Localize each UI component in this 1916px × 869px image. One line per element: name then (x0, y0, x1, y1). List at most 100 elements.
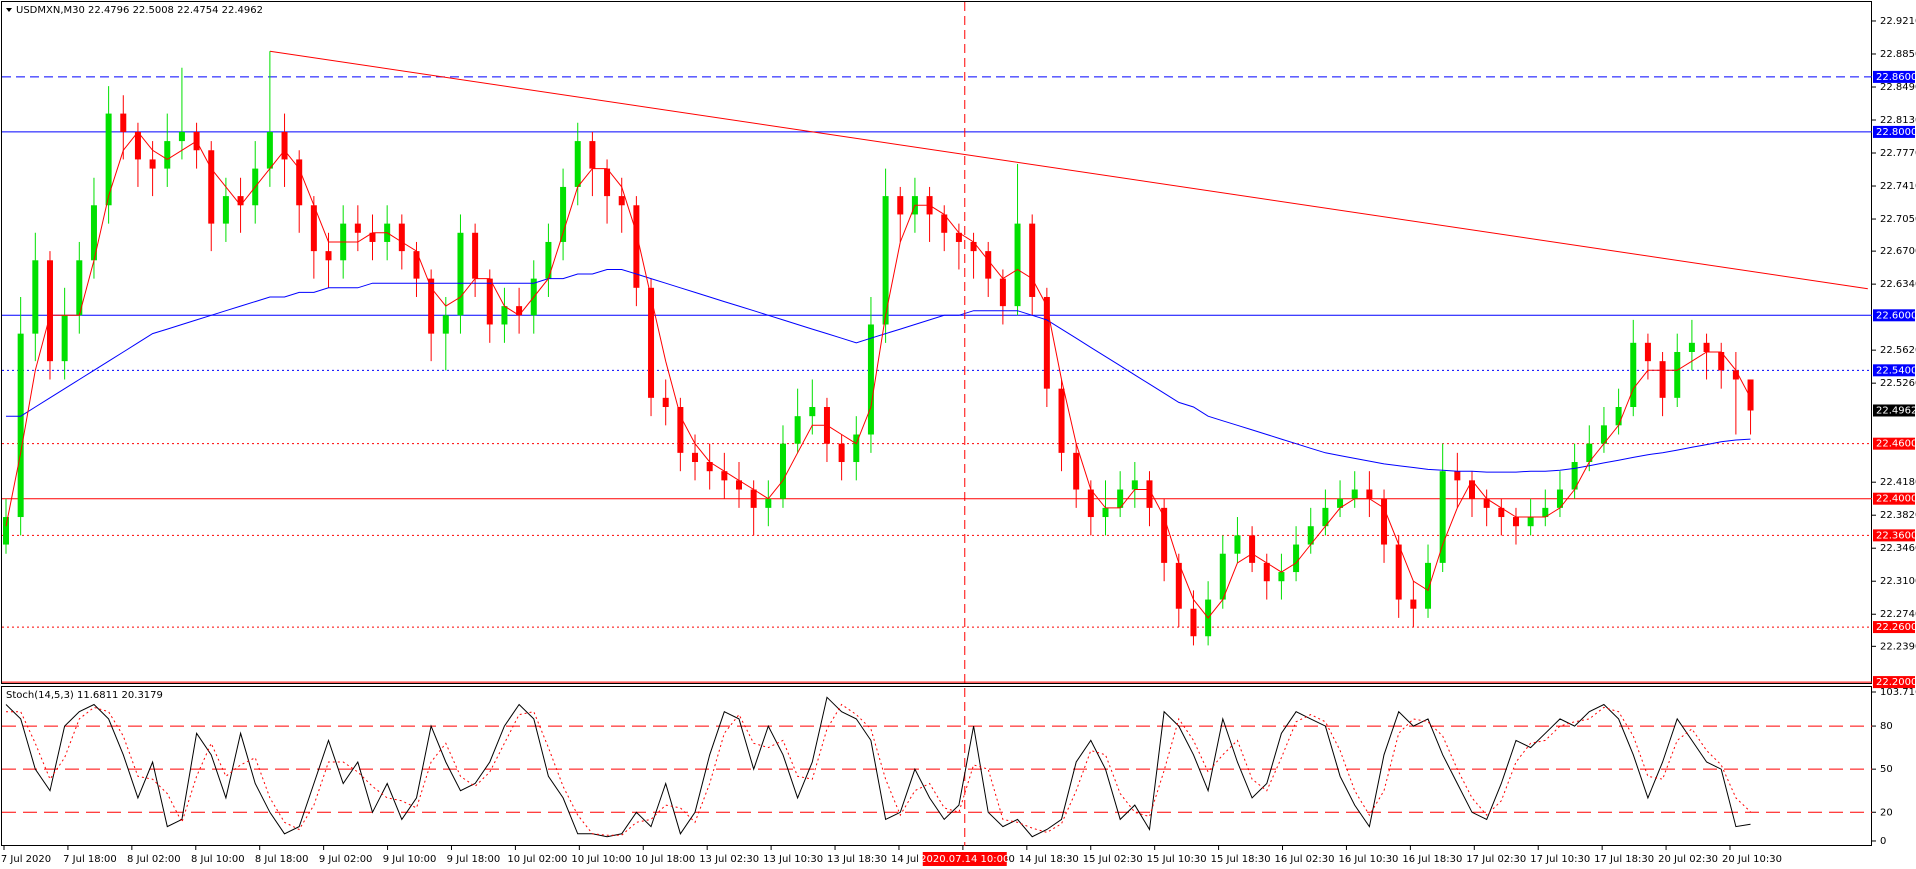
candle-body (999, 278, 1006, 307)
candle-body (1556, 489, 1563, 508)
candle-body (325, 251, 332, 261)
x-tick-label: 14 Jul 18:30 (1019, 854, 1079, 865)
candle-body (105, 113, 112, 206)
candle-body (706, 462, 713, 472)
y-tick-label: 0 (1880, 836, 1886, 847)
candle-body (472, 232, 479, 279)
candle-body (134, 131, 141, 160)
y-tick-label: 22.6340 (1880, 279, 1916, 290)
candle-body (1483, 498, 1490, 508)
x-tick-label: 20 Jul 02:30 (1658, 854, 1718, 865)
y-tick-label: 22.2740 (1880, 609, 1916, 620)
candle-body (765, 498, 772, 508)
candle-body (1718, 351, 1725, 371)
candle-body (76, 260, 83, 316)
level-label: 22.4000 (1876, 494, 1916, 505)
y-tick-label: 22.5620 (1880, 345, 1916, 356)
candle-body (794, 416, 801, 444)
level-label: 22.8600 (1876, 72, 1916, 83)
candle-body (1307, 526, 1314, 545)
level-label: 22.6000 (1876, 310, 1916, 321)
candle-body (633, 205, 640, 288)
candle-body (501, 306, 508, 325)
candle-body (164, 141, 171, 169)
candle-body (1351, 489, 1358, 499)
candle-body (779, 443, 786, 499)
x-tick-label: 10 Jul 10:00 (571, 854, 631, 865)
x-tick-label: 8 Jul 10:00 (191, 854, 245, 865)
candle-body (1263, 562, 1270, 582)
candle-body (32, 260, 39, 334)
candle-body (17, 333, 24, 518)
x-tick-label: 9 Jul 02:00 (319, 854, 373, 865)
candle-body (545, 241, 552, 279)
y-tick-label: 80 (1880, 721, 1893, 732)
candle-body (1175, 562, 1182, 609)
level-label-box (1873, 676, 1915, 689)
candle-body (1644, 342, 1651, 362)
y-tick-label: 20 (1880, 807, 1893, 818)
x-tick-label: 16 Jul 18:30 (1402, 854, 1462, 865)
candle-body (853, 434, 860, 463)
candle-body (1131, 480, 1138, 490)
y-tick-label: 22.7770 (1880, 148, 1916, 159)
x-tick-label: 13 Jul 02:30 (699, 854, 759, 865)
x-tick-label: 13 Jul 10:30 (763, 854, 823, 865)
candle-body (178, 131, 185, 142)
collapse-icon[interactable] (6, 8, 12, 12)
candle-body (1512, 517, 1519, 527)
y-tick-label: 103.7168 (1880, 687, 1916, 698)
candle-body (442, 315, 449, 334)
candle-body (1366, 489, 1373, 499)
x-tick-label: 7 Jul 2020 (1, 854, 51, 865)
candle-body (1322, 507, 1329, 527)
x-tick-label: 10 Jul 02:00 (507, 854, 567, 865)
candle-body (1469, 480, 1475, 499)
y-tick-label: 22.8850 (1880, 49, 1916, 60)
x-tick-label: 16 Jul 10:30 (1338, 854, 1398, 865)
candle-body (61, 315, 68, 362)
vertical-line-label: 2020.07.14 10:00 (920, 854, 1009, 865)
candle-body (237, 196, 244, 206)
candle-body (970, 241, 977, 252)
candle-body (648, 287, 655, 398)
candle-body (3, 517, 9, 545)
candle-body (1747, 379, 1754, 411)
level-label-box (1873, 529, 1915, 542)
x-tick-label: 17 Jul 18:30 (1594, 854, 1654, 865)
chart-title: USDMXN,M30 22.4796 22.5008 22.4754 22.49… (16, 5, 263, 16)
candle-body (1043, 296, 1050, 389)
candle-body (721, 471, 728, 481)
level-label: 22.4600 (1876, 439, 1916, 450)
candle-body (838, 443, 845, 463)
candle-body (560, 186, 567, 242)
level-label: 22.2000 (1876, 677, 1916, 688)
level-label-box (1873, 492, 1915, 505)
candle-body (1688, 342, 1695, 352)
candle-body (941, 214, 948, 233)
x-tick-label: 14 Jul 02:30 (891, 854, 951, 865)
stoch-pane-frame (1, 686, 1872, 846)
candle-body (457, 232, 464, 316)
candle-body (486, 278, 493, 325)
x-tick-label: 15 Jul 02:30 (1083, 854, 1143, 865)
candle-body (1630, 342, 1637, 408)
level-label: 22.5400 (1876, 365, 1916, 376)
y-tick-label: 22.7410 (1880, 181, 1916, 192)
x-tick-label: 17 Jul 02:30 (1466, 854, 1526, 865)
x-tick-label: 16 Jul 02:30 (1275, 854, 1335, 865)
stoch-title: Stoch(14,5,3) 11.6811 20.3179 (6, 690, 163, 701)
candle-body (1190, 608, 1197, 637)
candle-body (266, 131, 273, 169)
candle-body (149, 159, 156, 169)
candle-body (1146, 480, 1153, 508)
candle-body (296, 159, 303, 206)
candle-body (1703, 342, 1710, 352)
level-label: 22.2600 (1876, 622, 1916, 633)
x-tick-label: 10 Jul 18:00 (635, 854, 695, 865)
candle-body (90, 205, 97, 261)
candle-body (955, 232, 962, 242)
x-tick-label: 15 Jul 10:30 (1147, 854, 1207, 865)
